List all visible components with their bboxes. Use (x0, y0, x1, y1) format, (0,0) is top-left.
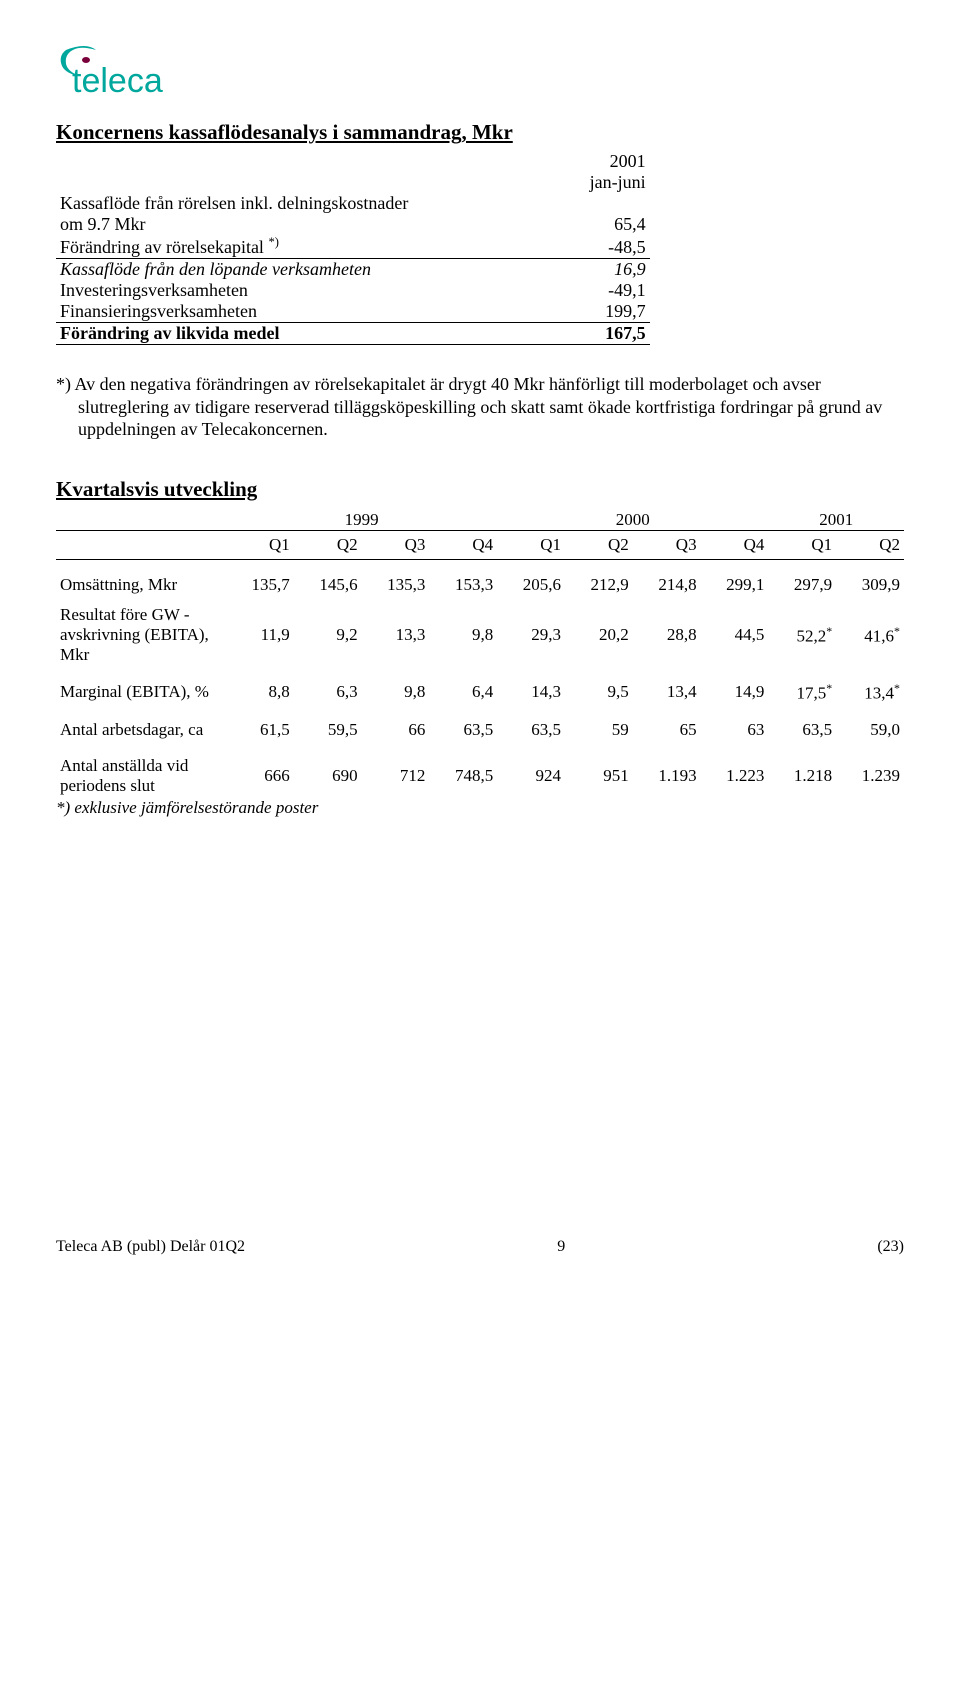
row-value: 44,5 (701, 605, 769, 665)
row-value: 135,7 (226, 575, 294, 595)
row-value: 59,0 (836, 720, 904, 740)
row-value: 214,8 (633, 575, 701, 595)
quarterly-title: Kvartalsvis utveckling (56, 477, 904, 502)
row-value: 212,9 (565, 575, 633, 595)
row-value: 1.193 (633, 756, 701, 796)
row-value: 63,5 (497, 720, 565, 740)
row-value: 1.218 (768, 756, 836, 796)
row-value: 13,3 (362, 605, 430, 665)
row-value: 748,5 (429, 756, 497, 796)
row-value: 61,5 (226, 720, 294, 740)
row-value: 28,8 (633, 605, 701, 665)
row-value: 59 (565, 720, 633, 740)
row-value: 297,9 (768, 575, 836, 595)
row-label: Antal anställda vid periodens slut (56, 756, 226, 796)
row-value: 153,3 (429, 575, 497, 595)
footer-left: Teleca AB (publ) Delår 01Q2 (56, 1238, 245, 1256)
footer-page: 9 (557, 1238, 565, 1256)
row-value: 59,5 (294, 720, 362, 740)
cf-row-value: 16,9 (540, 259, 650, 281)
row-value: 924 (497, 756, 565, 796)
row-value: 6,3 (294, 681, 362, 704)
page-footer: Teleca AB (publ) Delår 01Q2 9 (23) (56, 1238, 904, 1256)
quarter-header: Q2 (565, 530, 633, 559)
cf-row-label: om 9.7 Mkr (56, 214, 540, 235)
row-value: 14,9 (701, 681, 769, 704)
quarter-header: Q1 (226, 530, 294, 559)
row-value: 9,8 (429, 605, 497, 665)
row-value: 1.239 (836, 756, 904, 796)
row-label: Resultat före GW - avskrivning (EBITA), … (56, 605, 226, 665)
quarter-header: Q2 (294, 530, 362, 559)
quarter-header: Q4 (429, 530, 497, 559)
row-value: 66 (362, 720, 430, 740)
quarterly-table: 1999 2000 2001 Q1 Q2 Q3 Q4 Q1 Q2 Q3 Q4 Q… (56, 510, 904, 796)
cf-row-label: Investeringsverksamheten (56, 280, 540, 301)
row-value: 17,5* (768, 681, 836, 704)
row-value: 52,2* (768, 605, 836, 665)
cf-row-value: 167,5 (540, 323, 650, 345)
row-value: 9,8 (362, 681, 430, 704)
cf-row-label: Förändring av rörelsekapital *) (56, 235, 540, 259)
year-header: 2001 (768, 510, 904, 531)
row-value: 41,6* (836, 605, 904, 665)
row-value: 63,5 (768, 720, 836, 740)
cf-row-value: -48,5 (540, 235, 650, 259)
row-value: 9,5 (565, 681, 633, 704)
row-value: 63 (701, 720, 769, 740)
teleca-logo: teleca (56, 40, 904, 102)
cf-row-label: Kassaflöde från den löpande verksamheten (56, 259, 540, 281)
row-label: Marginal (EBITA), % (56, 681, 226, 704)
row-value: 205,6 (497, 575, 565, 595)
cf-row-value: 199,7 (540, 301, 650, 323)
cf-row-label: Förändring av likvida medel (56, 323, 540, 345)
row-value: 8,8 (226, 681, 294, 704)
cf-row-value: -49,1 (540, 280, 650, 301)
quarter-header: Q1 (497, 530, 565, 559)
row-value: 299,1 (701, 575, 769, 595)
row-label: Antal arbetsdagar, ca (56, 720, 226, 740)
row-value: 6,4 (429, 681, 497, 704)
quarterly-note: *) exklusive jämförelsestörande poster (56, 798, 904, 818)
year-header: 2000 (497, 510, 768, 531)
quarter-header: Q4 (701, 530, 769, 559)
year-header: 1999 (226, 510, 497, 531)
row-value: 65 (633, 720, 701, 740)
col-year: 2001 (540, 151, 650, 172)
row-value: 145,6 (294, 575, 362, 595)
row-value: 13,4 (633, 681, 701, 704)
cashflow-title: Koncernens kassaflödesanalys i sammandra… (56, 120, 904, 145)
cf-row-label: Kassaflöde från rörelsen inkl. delningsk… (56, 193, 540, 214)
row-value: 690 (294, 756, 362, 796)
footer-total: (23) (877, 1238, 904, 1256)
quarter-header: Q3 (633, 530, 701, 559)
cf-row-label: Finansieringsverksamheten (56, 301, 540, 323)
cashflow-table: 2001 jan-juni Kassaflöde från rörelsen i… (56, 151, 650, 345)
row-value: 14,3 (497, 681, 565, 704)
col-period: jan-juni (540, 172, 650, 193)
row-value: 712 (362, 756, 430, 796)
row-value: 20,2 (565, 605, 633, 665)
quarter-header: Q2 (836, 530, 904, 559)
row-value: 29,3 (497, 605, 565, 665)
svg-text:teleca: teleca (72, 62, 163, 100)
cf-row-value: 65,4 (540, 214, 650, 235)
row-value: 9,2 (294, 605, 362, 665)
row-value: 11,9 (226, 605, 294, 665)
row-value: 951 (565, 756, 633, 796)
quarter-header: Q1 (768, 530, 836, 559)
row-value: 1.223 (701, 756, 769, 796)
cashflow-footnote: *) Av den negativa förändringen av rörel… (56, 373, 904, 441)
row-value: 63,5 (429, 720, 497, 740)
row-value: 309,9 (836, 575, 904, 595)
row-label: Omsättning, Mkr (56, 575, 226, 595)
row-value: 666 (226, 756, 294, 796)
row-value: 135,3 (362, 575, 430, 595)
quarter-header: Q3 (362, 530, 430, 559)
row-value: 13,4* (836, 681, 904, 704)
